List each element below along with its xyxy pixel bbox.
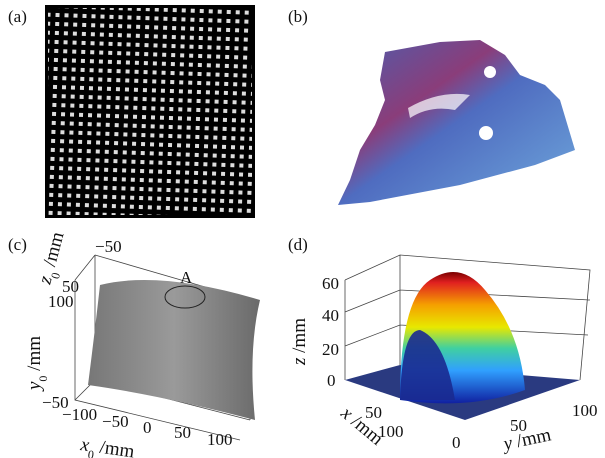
surface	[88, 280, 260, 420]
x-tick-label: −50	[102, 412, 129, 431]
x-tick-label: −100	[62, 405, 97, 424]
axis-label-var: y	[24, 381, 45, 392]
x-tick-label: 0	[143, 418, 152, 437]
panel-label: (c)	[8, 235, 27, 254]
marker-label: A	[180, 268, 193, 287]
point-cloud	[338, 40, 575, 205]
z-tick-label: −50	[95, 237, 122, 256]
z-axis-label: z /mm	[289, 318, 310, 366]
z-tick-label: 40	[322, 306, 339, 325]
panel-label: (a)	[8, 7, 27, 26]
y-axis-label: y0 /mm	[24, 336, 50, 392]
panel-d: (d) 60 40 20 0 50 100 0 50 100 z /mm x /…	[288, 235, 598, 455]
panel-label: (b)	[288, 7, 308, 26]
x-tick-label: 50	[174, 423, 191, 442]
panel-b: (b)	[288, 7, 575, 205]
axis-label-unit: /mm	[24, 336, 45, 376]
figure: (a) (b) (c) A −50 50 100 −50 −100 −50 0 …	[0, 0, 605, 458]
x-tick-label: 100	[207, 430, 233, 449]
x-tick-label: 0	[452, 433, 461, 452]
axis-label-unit: /mm	[38, 229, 69, 273]
z-tick-label: 60	[322, 274, 339, 293]
z-tick-label: 0	[327, 371, 336, 390]
y-tick-label: 100	[572, 401, 598, 420]
dot-pattern	[48, 8, 252, 215]
axis-label-unit: /mm	[94, 436, 136, 458]
y-tick-label: 100	[48, 292, 74, 311]
axis-label-unit: /mm	[289, 318, 310, 358]
y-axis-label: y /mm	[500, 424, 554, 455]
panel-label: (d)	[288, 235, 308, 254]
panel-c: (c) A −50 50 100 −50 −100 −50 0 50 100 z…	[8, 229, 260, 458]
panel-a: (a)	[8, 5, 255, 218]
x-axis-label: x0 /mm	[78, 434, 136, 458]
z-tick-label: 20	[322, 340, 339, 359]
